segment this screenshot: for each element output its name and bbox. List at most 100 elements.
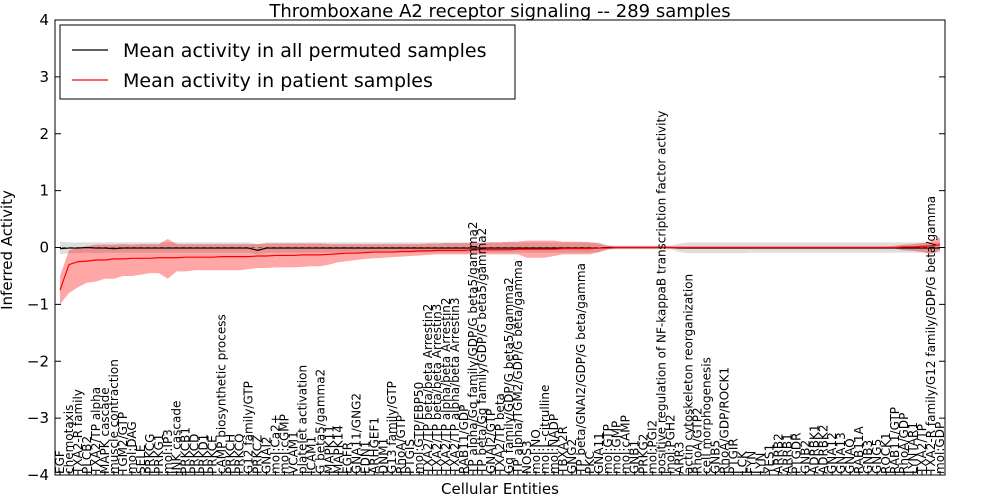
x-tick-label: PTGIR xyxy=(726,438,740,474)
x-tick-label: PRKG2 xyxy=(637,434,651,474)
x-tick-label: ADRBK1 xyxy=(807,424,821,474)
x-tick-label: SELE xyxy=(134,445,148,474)
x-tick-label: Gq family/GDP/G beta5/gamma2 xyxy=(502,277,516,474)
x-tick-label: PRKCQ xyxy=(233,433,247,474)
x-tick-label: ARR3 xyxy=(673,441,687,474)
y-tick-label: −2 xyxy=(27,352,49,370)
x-tick-label: mol:GTP xyxy=(601,424,615,474)
x-tick-label: TP alpha/Gq family/GDP/G beta5/gamma2 xyxy=(466,221,480,475)
x-tick-label: LYNTAR1 xyxy=(906,422,920,474)
x-tick-label: GNAI2/GTP xyxy=(484,409,498,474)
x-tick-label: PLCB2 xyxy=(80,436,94,474)
x-tick-label: VCAM1 xyxy=(286,431,300,474)
x-tick-label: JNK cascade xyxy=(170,401,184,475)
x-tick-label: GNA11 xyxy=(592,432,606,474)
legend-box xyxy=(59,24,516,100)
x-tick-label: RhoA/GDP/ROCK1 xyxy=(717,367,731,474)
x-tick-label: TBXA2R xyxy=(556,426,570,475)
x-tick-label: PRKCB1 xyxy=(179,427,193,474)
x-tick-label: RhoA/GTP xyxy=(394,415,408,474)
x-tick-label: EGFR xyxy=(340,442,354,474)
chart-title: Thromboxane A2 receptor signaling -- 289… xyxy=(268,1,730,22)
x-tick-label: GNAI2 xyxy=(260,436,274,474)
y-tick-label: −3 xyxy=(27,409,49,427)
y-axis-label: Inferred Activity xyxy=(0,190,16,310)
x-tick-label: DNM1 xyxy=(376,438,390,474)
x-tick-label: mol:PGH2 xyxy=(664,414,678,474)
x-tick-label: LYN xyxy=(753,453,767,474)
x-tick-label: platelet activation xyxy=(295,365,309,474)
x-tick-label: mol:Ca2+ xyxy=(269,414,283,474)
patient-band xyxy=(60,237,940,305)
x-tick-label: mol:GMP xyxy=(610,421,624,474)
y-tick-label: 2 xyxy=(39,125,49,143)
plot-area xyxy=(55,237,945,305)
x-tick-label: actin cytoskeleton reorganization xyxy=(682,274,696,474)
x-tick-label: G beta5/gamma2 xyxy=(313,369,327,474)
x-tick-label: PRKCD xyxy=(188,434,202,474)
x-tick-label: PRKCE xyxy=(206,435,220,474)
x-tick-label: TXA2/TP alpha/beta Arrestin2 xyxy=(439,297,453,475)
x-tick-label: positive regulation of NF-kappaB transcr… xyxy=(655,111,669,474)
x-tick-label: mol:NADP xyxy=(547,414,561,474)
x-tick-label: MAPK11 xyxy=(322,425,336,474)
x-tick-label: NOS3 xyxy=(520,440,534,474)
x-tick-label: ICAM1 xyxy=(304,436,318,474)
x-tick-label: ARRB2 xyxy=(771,433,785,474)
x-tick-label: FYN xyxy=(744,451,758,474)
x-tick-label: cell morphogenesis xyxy=(700,357,714,474)
x-tick-label: GNA13 xyxy=(834,432,848,474)
x-tick-label: RAB11A xyxy=(852,425,866,474)
x-tick-label: ADRBK2 xyxy=(816,424,830,474)
x-tick-label: RAB11/GDP xyxy=(457,405,471,474)
x-tick-label: PTGIS xyxy=(403,439,417,474)
x-tick-label: TXA2/TP beta xyxy=(493,393,507,475)
x-tick-label: MAPK14 xyxy=(331,425,345,474)
x-tick-label: GNAQ xyxy=(843,438,857,474)
x-tick-label: TP alpha/TGM2/GDP/G beta/gamma xyxy=(511,260,525,475)
x-tick-label: GNA11/GNG2 xyxy=(349,393,363,474)
x-tick-label: mol:IP3 xyxy=(161,429,175,474)
x-tick-label: mol:cAMP xyxy=(619,415,633,474)
x-tick-label: RAB11/GTP xyxy=(888,407,902,474)
x-tick-label: mol:cGMP xyxy=(277,414,291,474)
x-tick-label: PRKG1 xyxy=(152,434,166,474)
x-tick-label: GNB3 xyxy=(861,440,875,474)
x-tick-label: TXA2/TP beta/beta Arrestin3 xyxy=(430,304,444,475)
y-tick-label: 4 xyxy=(39,11,49,29)
y-tick-label: −1 xyxy=(27,295,49,313)
x-tick-label: RhoA/GDP xyxy=(897,413,911,474)
x-tick-label: cAMP biosynthetic process xyxy=(215,314,229,474)
x-tick-label: EGF xyxy=(53,450,67,474)
x-tick-label: TXA2-R family/G12 family/GDP/G beta/gamm… xyxy=(924,196,938,475)
x-tick-label: mol:GDP xyxy=(933,422,947,474)
x-tick-label: chemotaxis xyxy=(62,405,76,474)
y-axis-ticks: −4 −3 −2 −1 0 1 2 3 4 xyxy=(27,11,945,484)
x-tick-label: RhoA/GTP2 xyxy=(691,407,705,474)
x-tick-label: TGM2/GTP xyxy=(116,412,130,475)
x-tick-label: mol:GTP/EBP50 xyxy=(412,382,426,474)
x-tick-label: PTGDR xyxy=(789,433,803,474)
y-tick-label: 1 xyxy=(39,182,49,200)
x-tick-label: PRKCG xyxy=(143,434,157,474)
x-tick-label: EDN1 xyxy=(358,441,372,474)
x-tick-label: TXA2/TP alpha xyxy=(89,387,103,475)
x-tick-label: PRKCZ xyxy=(251,435,265,474)
x-tick-label: TP beta/GNAI2/GDP/G beta/gamma xyxy=(574,263,588,475)
x-axis-label: Cellular Entities xyxy=(441,480,559,498)
x-tick-label: LCK xyxy=(735,450,749,474)
x-tick-label: mol:DAG xyxy=(125,421,139,474)
x-tick-label: TXA2-R family xyxy=(71,389,85,475)
x-tick-label: TXA2/TP alpha/beta Arrestin3 xyxy=(448,297,462,475)
series-line-patient xyxy=(59,244,941,291)
x-tick-label: GNA12 xyxy=(825,432,839,474)
legend: Mean activity in all permuted samples Me… xyxy=(59,24,516,100)
x-tick-label: ARRB1 xyxy=(780,433,794,474)
x-tick-label: GNB5 xyxy=(709,440,723,474)
y-tick-label: 0 xyxy=(39,239,49,257)
x-tick-label: mol:NO xyxy=(529,429,543,474)
x-tick-label: mol:L-citrulline xyxy=(538,385,552,474)
legend-label-patient: Mean activity in patient samples xyxy=(123,70,433,92)
x-tick-label: GNB2 xyxy=(798,440,812,474)
